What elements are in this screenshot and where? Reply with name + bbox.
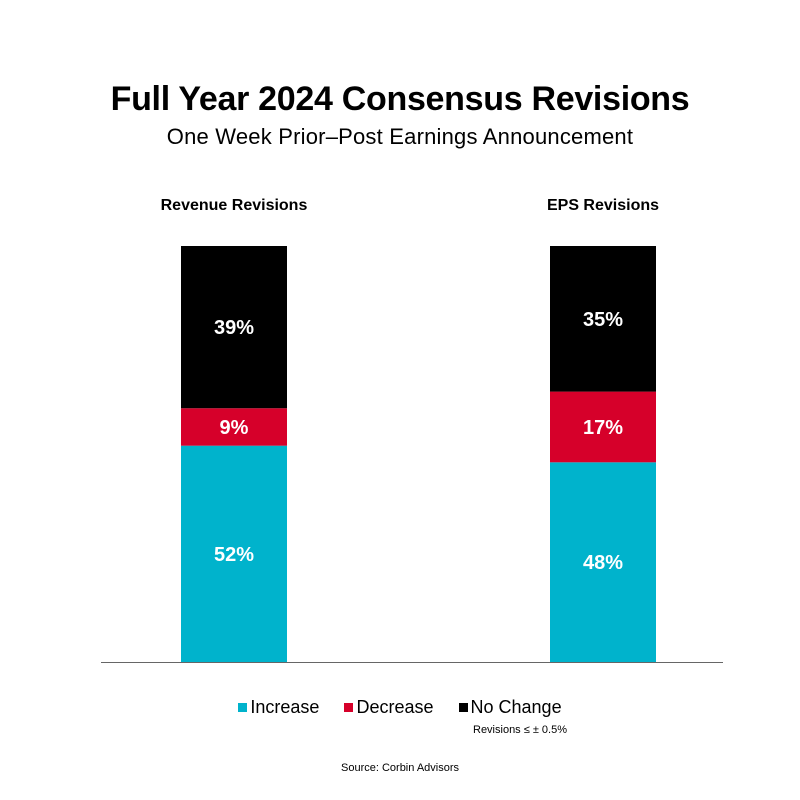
bar-decrease-eps-revisions (550, 391, 656, 463)
data-label-increase-eps-revisions: 48% (583, 552, 623, 574)
legend-item-increase: Increase (238, 697, 319, 718)
category-label-eps-revisions: EPS Revisions (547, 197, 659, 214)
bar-increase-revenue-revisions (181, 445, 287, 662)
bar-increase-eps-revisions (550, 462, 656, 662)
chart-subtitle: One Week Prior–Post Earnings Announcemen… (166, 124, 634, 149)
decrease-swatch-icon (344, 703, 354, 712)
data-label-no-change-eps-revisions: 35% (583, 309, 623, 331)
legend-label-no-change: No Change (470, 697, 562, 717)
stacked-bar-chart: Revenue Revisions 52% 9% 39% EPS Revisions 48… (101, 197, 723, 663)
legend-note: Revisions ≤ ± 0.5% (473, 724, 567, 736)
no-change-swatch-icon (458, 703, 468, 712)
data-label-decrease-revenue-revisions: 9% (220, 417, 249, 439)
legend-label-increase: Increase (250, 697, 320, 717)
data-label-decrease-eps-revisions: 17% (583, 417, 623, 439)
legend-item-decrease: Decrease (344, 697, 434, 718)
category-label-revenue-revisions: Revenue Revisions (161, 197, 308, 214)
data-label-increase-revenue-revisions: 52% (214, 544, 254, 566)
increase-swatch-icon (238, 703, 248, 712)
source-note: Source: Corbin Advisors (341, 762, 459, 774)
bar-no-change-revenue-revisions (181, 246, 287, 409)
bar-no-change-eps-revisions (550, 246, 656, 392)
data-label-no-change-revenue-revisions: 39% (214, 317, 254, 339)
legend: Increase Decrease No Change (0, 697, 800, 718)
bar-decrease-revenue-revisions (181, 408, 287, 446)
legend-item-no-change: No Change (458, 697, 562, 718)
legend-label-decrease: Decrease (356, 697, 434, 717)
chart-title: Full Year 2024 Consensus Revisions (110, 80, 690, 118)
